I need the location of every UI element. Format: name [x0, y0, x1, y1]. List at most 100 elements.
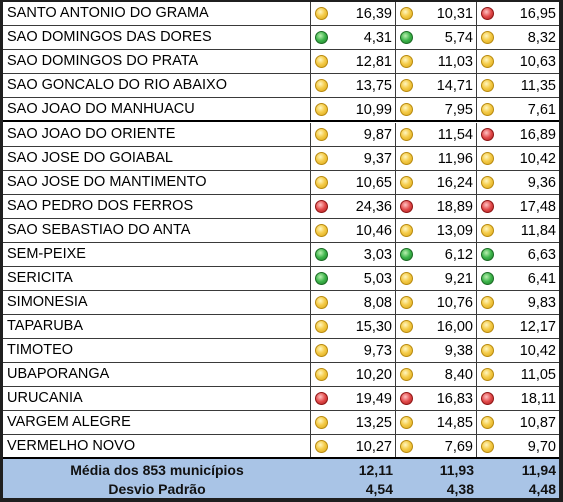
municipality-name: SAO DOMINGOS DO PRATA [3, 50, 311, 73]
table-row: UBAPORANGA 10,20 8,40 11,05 [3, 363, 559, 387]
value-cell-2: 13,09 [396, 219, 477, 242]
value-cell-1: 10,20 [311, 363, 396, 386]
municipality-name: TAPARUBA [3, 315, 311, 338]
yellow-status-icon [481, 176, 494, 189]
value-cell-3: 8,32 [477, 26, 559, 49]
value-cell-3: 11,35 [477, 74, 559, 97]
value-cell-3: 11,05 [477, 363, 559, 386]
table-row: SAO GONCALO DO RIO ABAIXO 13,75 14,71 11,35 [3, 74, 559, 98]
std-dev-value-2: 4,38 [446, 481, 474, 497]
value-cell-1: 9,73 [311, 339, 396, 362]
value-number: 11,03 [437, 54, 473, 70]
yellow-status-icon [481, 103, 494, 116]
yellow-status-icon [481, 224, 494, 237]
yellow-status-icon [315, 7, 328, 20]
value-number: 7,69 [444, 439, 473, 455]
green-status-icon [315, 31, 328, 44]
table-row: SAO SEBASTIAO DO ANTA 10,46 13,09 11,84 [3, 219, 559, 243]
value-number: 13,25 [355, 415, 392, 431]
table-row: TIMOTEO 9,73 9,38 10,42 [3, 339, 559, 363]
value-cell-3: 16,89 [477, 123, 559, 146]
value-number: 4,31 [363, 30, 392, 46]
table-row: SAO PEDRO DOS FERROS 24,36 18,89 17,48 [3, 195, 559, 219]
yellow-status-icon [315, 176, 328, 189]
value-cell-3: 10,42 [477, 147, 559, 170]
municipality-name: URUCANIA [3, 387, 311, 410]
yellow-status-icon [315, 152, 328, 165]
table-row: SAO DOMINGOS DO PRATA 12,81 11,03 10,63 [3, 50, 559, 74]
value-number: 16,24 [436, 175, 473, 191]
value-cell-3: 12,17 [477, 315, 559, 338]
value-cell-1: 8,08 [311, 291, 396, 314]
green-status-icon [481, 272, 494, 285]
value-cell-2: 11,54 [396, 123, 477, 146]
value-number: 8,08 [363, 295, 392, 311]
yellow-status-icon [481, 55, 494, 68]
green-status-icon [481, 248, 494, 261]
value-cell-1: 16,39 [311, 2, 396, 25]
value-cell-3: 6,63 [477, 243, 559, 266]
value-cell-3: 10,63 [477, 50, 559, 73]
value-cell-1: 13,25 [311, 411, 396, 434]
value-number: 14,85 [436, 415, 473, 431]
municipality-name: VERMELHO NOVO [3, 435, 311, 458]
green-status-icon [315, 272, 328, 285]
value-number: 5,03 [363, 271, 392, 287]
value-number: 11,96 [437, 151, 473, 167]
value-number: 10,31 [436, 6, 473, 22]
value-number: 9,36 [527, 175, 556, 191]
value-number: 11,84 [520, 223, 556, 239]
value-cell-1: 10,27 [311, 435, 396, 458]
yellow-status-icon [315, 320, 328, 333]
value-number: 9,38 [444, 343, 473, 359]
value-number: 9,83 [527, 295, 556, 311]
value-cell-3: 9,83 [477, 291, 559, 314]
value-cell-2: 6,12 [396, 243, 477, 266]
value-number: 9,87 [363, 127, 392, 143]
value-number: 13,09 [436, 223, 473, 239]
yellow-status-icon [400, 416, 413, 429]
value-number: 8,40 [444, 367, 473, 383]
value-number: 11,35 [520, 78, 556, 94]
yellow-status-icon [315, 296, 328, 309]
value-cell-3: 9,70 [477, 435, 559, 458]
yellow-status-icon [315, 416, 328, 429]
value-cell-1: 10,65 [311, 171, 396, 194]
value-cell-3: 10,42 [477, 339, 559, 362]
municipality-name: SAO PEDRO DOS FERROS [3, 195, 311, 218]
value-number: 19,49 [355, 391, 392, 407]
value-cell-1: 3,03 [311, 243, 396, 266]
municipality-name: SAO JOSE DO GOIABAL [3, 147, 311, 170]
value-number: 14,71 [436, 78, 473, 94]
yellow-status-icon [400, 320, 413, 333]
municipality-name: SAO JOSE DO MANTIMENTO [3, 171, 311, 194]
municipality-name: VARGEM ALEGRE [3, 411, 311, 434]
table-row: SIMONESIA 8,08 10,76 9,83 [3, 291, 559, 315]
value-cell-3: 18,11 [477, 387, 559, 410]
value-cell-2: 11,03 [396, 50, 477, 73]
value-number: 16,39 [355, 6, 392, 22]
table-footer: Média dos 853 municípios 12,11 11,93 11,… [3, 457, 559, 498]
municipality-name: SAO JOAO DO MANHUACU [3, 98, 311, 120]
yellow-status-icon [315, 440, 328, 453]
yellow-status-icon [481, 79, 494, 92]
municipality-name: SAO GONCALO DO RIO ABAIXO [3, 74, 311, 97]
value-number: 16,00 [436, 319, 473, 335]
municipality-name: SAO DOMINGOS DAS DORES [3, 26, 311, 49]
yellow-status-icon [315, 128, 328, 141]
value-number: 11,54 [437, 127, 473, 143]
yellow-status-icon [315, 368, 328, 381]
value-number: 6,12 [444, 247, 473, 263]
std-dev-value-1: 4,54 [365, 481, 393, 497]
value-cell-1: 4,31 [311, 26, 396, 49]
mean-label: Média dos 853 municípios [70, 462, 244, 478]
yellow-status-icon [481, 320, 494, 333]
value-cell-2: 18,89 [396, 195, 477, 218]
value-number: 9,37 [363, 151, 392, 167]
value-cell-3: 10,87 [477, 411, 559, 434]
yellow-status-icon [481, 368, 494, 381]
value-cell-1: 9,37 [311, 147, 396, 170]
value-cell-1: 24,36 [311, 195, 396, 218]
yellow-status-icon [400, 152, 413, 165]
yellow-status-icon [400, 272, 413, 285]
